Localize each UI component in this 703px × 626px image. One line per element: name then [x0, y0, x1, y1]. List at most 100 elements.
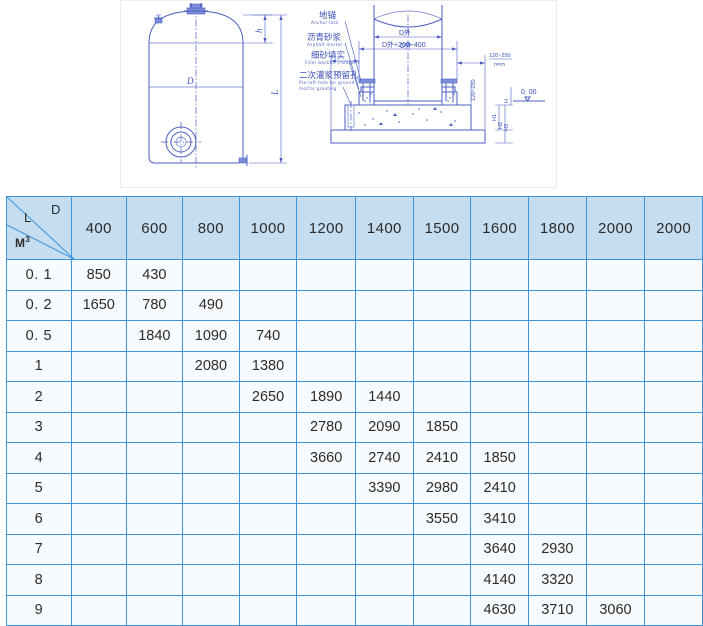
- table-cell: [585, 381, 646, 413]
- table-cell: [70, 442, 127, 474]
- table-cell: [644, 503, 703, 535]
- table-cell: [182, 442, 240, 474]
- table-cell: 740: [238, 320, 298, 352]
- row-header-volume: 1: [6, 350, 72, 382]
- table-cell: 4630: [470, 594, 529, 626]
- table-cell: 2090: [354, 411, 414, 443]
- table-cell: [125, 472, 184, 504]
- table-cell: [296, 259, 356, 291]
- table-cell: 2080: [182, 350, 240, 382]
- table-cell: 3660: [296, 442, 356, 474]
- svg-text:D外+200~400: D外+200~400: [382, 40, 426, 49]
- table-cell: [238, 472, 298, 504]
- table-row: 0. 5 1840 1090 740: [6, 320, 703, 352]
- table-cell: 2410: [470, 472, 529, 504]
- table-cell: [585, 442, 646, 474]
- table-cell: [644, 320, 703, 352]
- table-cell: [182, 533, 240, 565]
- anno-filler-backfill-cn: 细砂填实: [311, 50, 345, 61]
- table-cell: [644, 442, 703, 474]
- table-cell: [70, 594, 127, 626]
- table-cell: [528, 289, 587, 321]
- table-row: 8 4140 3320: [6, 564, 703, 596]
- table-cell: [585, 320, 646, 352]
- col-header-0: 400: [70, 196, 127, 260]
- technical-drawing-panel: h L D D外: [120, 0, 557, 188]
- table-row: 1 2080 1380: [6, 350, 703, 382]
- table-cell: [238, 259, 298, 291]
- anno-asphalt-mortar-cn: 沥青砂浆: [307, 32, 342, 43]
- table-cell: [470, 320, 529, 352]
- col-header-7: 1600: [470, 196, 529, 260]
- table-row: 5 3390 2980 2410: [6, 472, 703, 504]
- corner-label-unit: M3: [15, 235, 31, 250]
- table-cell: [585, 350, 646, 382]
- table-cell: [125, 411, 184, 443]
- table-cell: [644, 472, 703, 504]
- table-cell: [354, 564, 414, 596]
- table-cell: [238, 289, 298, 321]
- table-cell: 3410: [470, 503, 529, 535]
- table-cell: [296, 564, 356, 596]
- row-header-volume: 2: [6, 381, 72, 413]
- table-corner-header: L D M3: [6, 196, 75, 260]
- table-cell: [70, 472, 127, 504]
- anno-grout-hole-cn: 二次灌浆预留孔: [299, 70, 359, 81]
- table-row: 4 3660 2740 2410 1850: [6, 442, 703, 474]
- col-header-4: 1200: [296, 196, 356, 260]
- tank-dimension-table: L D M3 400 600 800 1000 1200 1400 1500 1…: [6, 196, 703, 626]
- table-cell: 3060: [585, 594, 646, 626]
- table-cell: [70, 320, 127, 352]
- row-header-volume: 9: [6, 594, 72, 626]
- table-cell: 1850: [412, 411, 472, 443]
- table-cell: [528, 350, 587, 382]
- table-cell: [296, 533, 356, 565]
- table-cell: [125, 381, 184, 413]
- table-cell: 1890: [296, 381, 356, 413]
- col-header-1: 600: [125, 196, 184, 260]
- table-cell: [585, 289, 646, 321]
- row-header-volume: 4: [6, 442, 72, 474]
- table-row: 0. 1 850 430: [6, 259, 703, 291]
- table-cell: [644, 259, 703, 291]
- svg-text:n=m: n=m: [494, 62, 505, 68]
- row-header-volume: 0. 2: [6, 289, 72, 321]
- table-cell: [470, 411, 529, 443]
- table-cell: [528, 259, 587, 291]
- table-cell: [296, 594, 356, 626]
- anno-asphalt-mortar-en: Asphalt mortar: [307, 42, 343, 47]
- table-cell: 3550: [412, 503, 472, 535]
- table-cell: [528, 503, 587, 535]
- table-cell: [528, 411, 587, 443]
- table-cell: [70, 533, 127, 565]
- foundation-detail-drawing: D外: [299, 1, 557, 187]
- table-cell: 3390: [354, 472, 414, 504]
- table-cell: [585, 411, 646, 443]
- table-cell: 2780: [296, 411, 356, 443]
- col-header-9: 2000: [585, 196, 646, 260]
- table-cell: [182, 259, 240, 291]
- table-cell: [412, 533, 472, 565]
- table-cell: [528, 381, 587, 413]
- svg-text:H: H: [504, 99, 510, 103]
- svg-text:L: L: [270, 90, 280, 96]
- table-cell: 4140: [470, 564, 529, 596]
- table-cell: 490: [182, 289, 240, 321]
- table-cell: 1380: [238, 350, 298, 382]
- table-cell: [470, 350, 529, 382]
- table-cell: [644, 533, 703, 565]
- table-cell: [585, 564, 646, 596]
- table-cell: [125, 503, 184, 535]
- table-cell: 1840: [125, 320, 184, 352]
- table-cell: [182, 564, 240, 596]
- table-cell: 1650: [70, 289, 127, 321]
- table-cell: [125, 594, 184, 626]
- table-cell: 850: [70, 259, 127, 291]
- table-cell: [238, 533, 298, 565]
- elevation-mark-text: 0. 00: [521, 89, 537, 96]
- svg-text:H2: H2: [498, 122, 504, 129]
- table-cell: [528, 442, 587, 474]
- table-cell: 430: [125, 259, 184, 291]
- table-cell: [470, 289, 529, 321]
- svg-text:D: D: [186, 76, 194, 86]
